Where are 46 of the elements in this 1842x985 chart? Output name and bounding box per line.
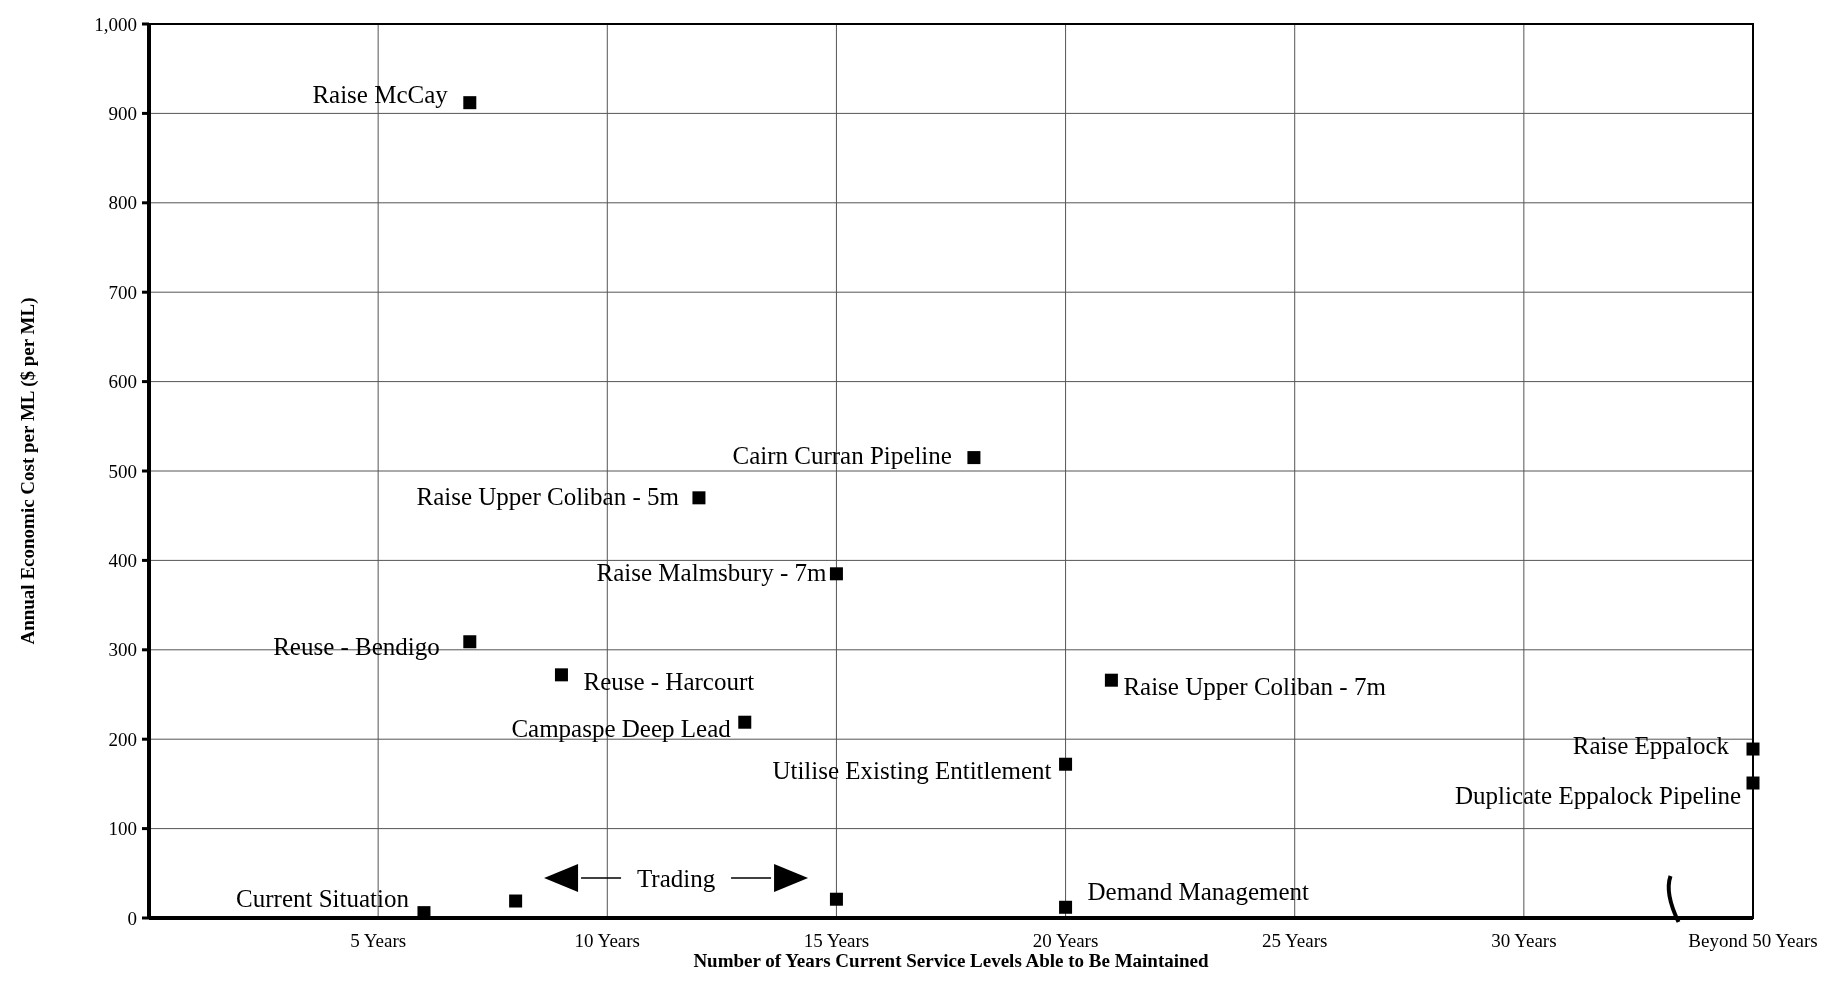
y-tick-label: 700 (108, 281, 137, 303)
y-tick-label: 200 (108, 728, 137, 750)
annotation: Raise Upper Coliban - 5m (416, 482, 680, 510)
point (1104, 673, 1118, 687)
annotation: Raise Malmsbury - 7m (596, 558, 827, 586)
annotation: Raise Upper Coliban - 7m (1123, 672, 1387, 700)
annotation: Campaspe Deep Lead (511, 714, 732, 742)
annotation: Raise McCay (312, 81, 449, 109)
point (509, 894, 523, 908)
point (829, 567, 843, 581)
point (1746, 742, 1760, 756)
point (1059, 757, 1073, 771)
point (967, 451, 981, 465)
point (1059, 900, 1073, 914)
x-tick-label: 10 Years (574, 929, 641, 951)
y-tick-label: 500 (108, 460, 137, 482)
point (463, 96, 477, 110)
point (554, 668, 568, 682)
x-axis-title: Number of Years Current Service Levels Able to Be Maintained (693, 949, 1210, 971)
annotation: Demand Management (1087, 878, 1310, 906)
y-axis-title: Annual Economic Cost per ML ($ per ML) (17, 297, 39, 645)
annotation: Reuse - Harcourt (583, 667, 755, 695)
x-tick-label: 30 Years (1491, 929, 1557, 951)
y-tick-label: 300 (108, 639, 137, 661)
x-tick-label: 25 Years (1261, 929, 1328, 951)
point (463, 635, 477, 649)
x-tick-label: 20 Years (1032, 929, 1099, 951)
x-tick-label: 15 Years (803, 929, 870, 951)
point (1746, 776, 1760, 790)
point (738, 715, 752, 729)
x-tick-label: 5 Years (350, 929, 407, 951)
annotation: Reuse - Bendigo (273, 632, 440, 660)
y-tick-label: 800 (108, 192, 137, 214)
point (692, 491, 706, 505)
y-tick-label: 400 (108, 550, 137, 572)
y-tick-label: 1,000 (94, 13, 137, 35)
annotation: Duplicate Eppalock Pipeline (1454, 781, 1741, 809)
y-tick-label: 900 (108, 103, 137, 125)
x-tick-label: Beyond 50 Years (1688, 929, 1818, 951)
annotation: Trading (636, 864, 716, 892)
y-tick-label: 600 (108, 371, 137, 393)
annotation: Raise Eppalock (1572, 731, 1730, 759)
point (829, 892, 843, 906)
annotation: Current Situation (236, 885, 410, 913)
y-tick-label: 100 (108, 818, 137, 840)
y-tick-label: 0 (127, 907, 137, 929)
